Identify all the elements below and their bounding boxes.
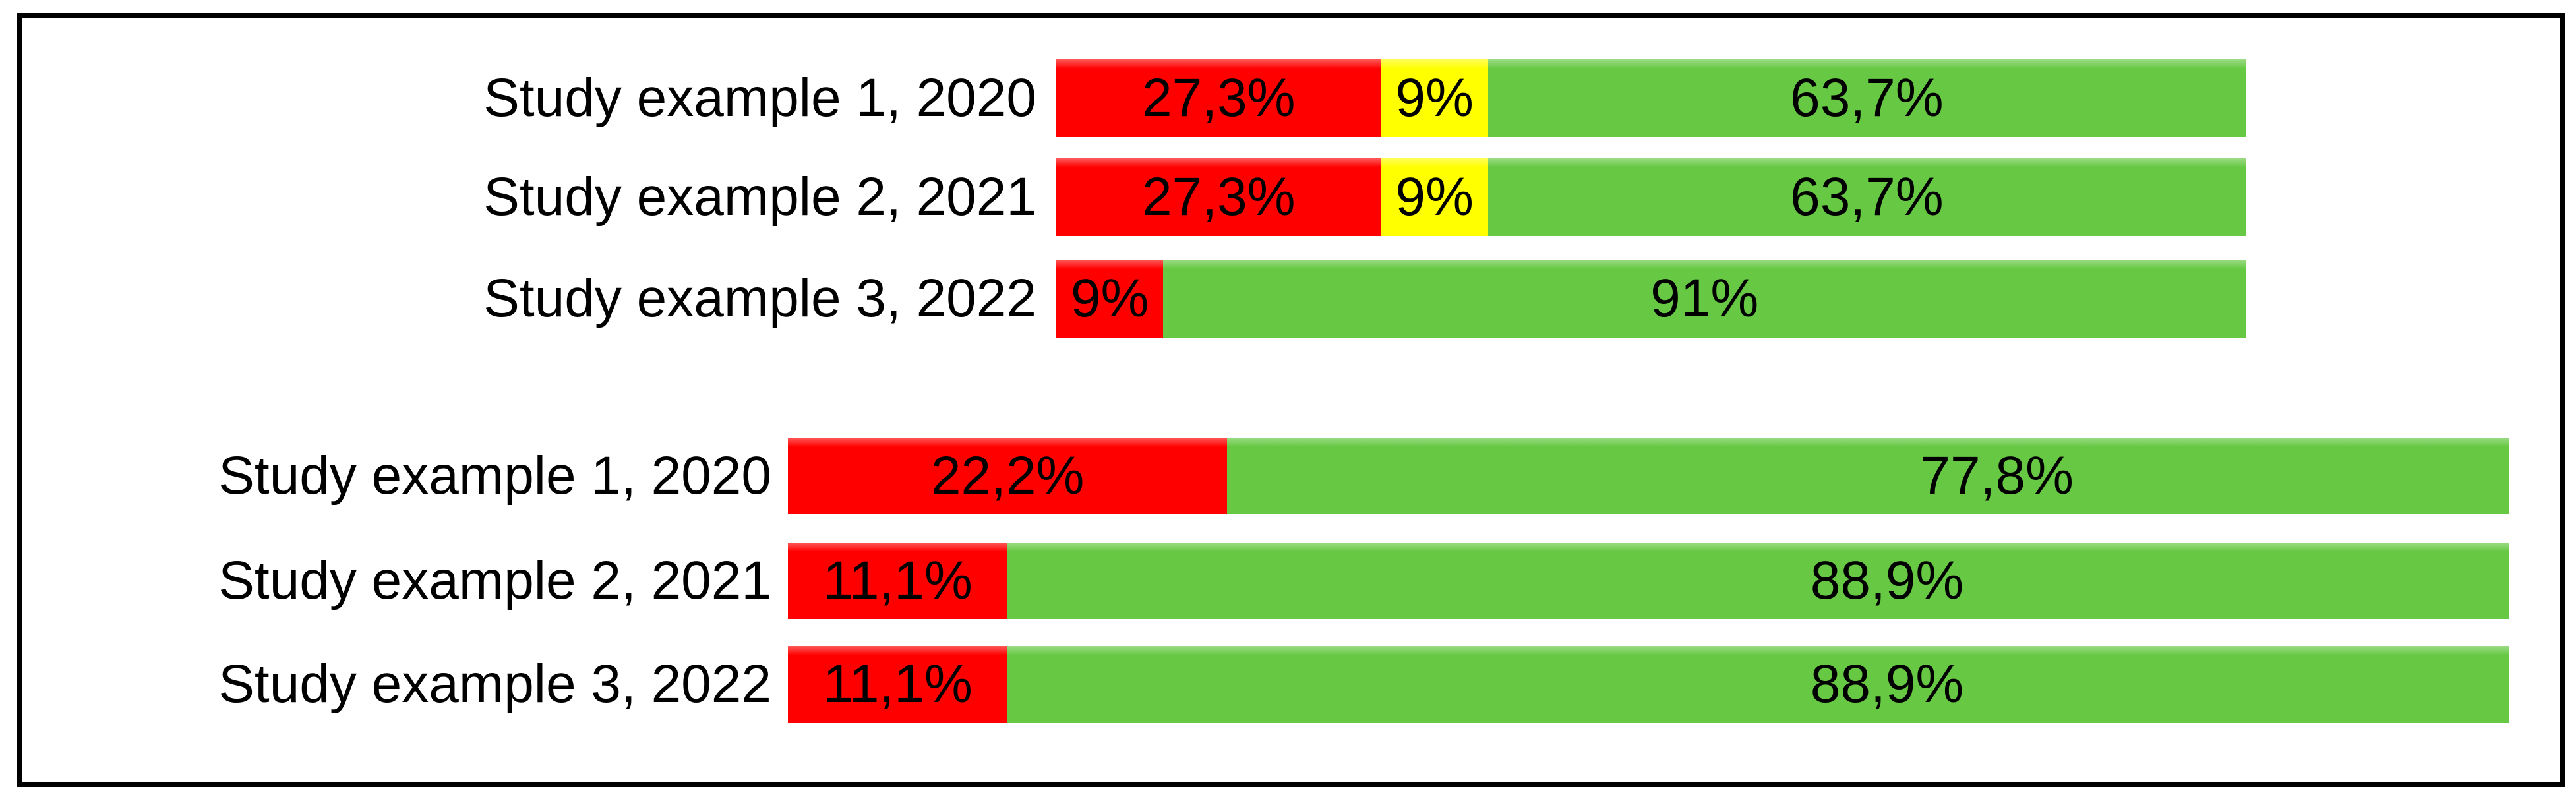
bar-row: 11,1% 88,9% [788,646,2509,723]
bar-segment-green: 63,7% [1487,59,2246,137]
bar-segment-green: 88,9% [1007,646,2509,723]
bar-segment-red: 11,1% [788,543,1008,619]
bar-segment-green: 91% [1163,260,2246,338]
bar-segment-yellow: 9% [1381,158,1488,236]
bar-segments: 22,2% 77,8% [788,438,2509,514]
bar-segment-red: 27,3% [1056,158,1381,236]
category-label: Study example 3, 2022 [218,654,771,714]
bar-segment-green: 88,9% [1007,543,2509,619]
bar-segment-red: 27,3% [1056,59,1381,137]
bar-segments: 27,3% 9% 63,7% [1056,158,2246,236]
bar-row: 27,3% 9% 63,7% [1056,59,2246,137]
bar-segment-red: 11,1% [788,646,1008,723]
bar-segments: 11,1% 88,9% [788,543,2509,619]
category-label: Study example 2, 2021 [483,167,1036,227]
bar-segment-green: 77,8% [1227,438,2509,514]
bar-segment-green: 63,7% [1487,158,2246,236]
bar-row: 27,3% 9% 63,7% [1056,158,2246,236]
category-label: Study example 3, 2022 [483,268,1036,328]
bar-segments: 27,3% 9% 63,7% [1056,59,2246,137]
bar-row: 9% 91% [1056,260,2246,338]
bar-row: 22,2% 77,8% [788,438,2509,514]
bar-segment-yellow: 9% [1381,59,1488,137]
category-label: Study example 2, 2021 [218,550,771,610]
bar-row: 11,1% 88,9% [788,543,2509,619]
bar-segments: 9% 91% [1056,260,2246,338]
bar-segments: 11,1% 88,9% [788,646,2509,723]
category-label: Study example 1, 2020 [218,446,771,506]
bar-segment-red: 9% [1056,260,1164,338]
bar-segment-red: 22,2% [788,438,1228,514]
category-label: Study example 1, 2020 [483,68,1036,128]
